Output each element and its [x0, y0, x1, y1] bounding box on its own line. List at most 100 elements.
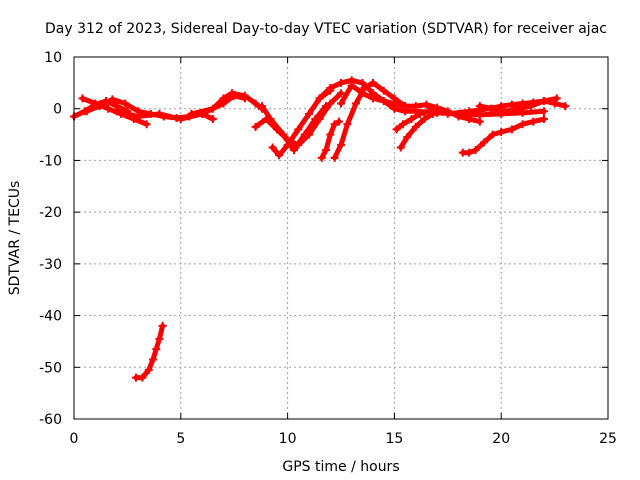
- data-point: [104, 104, 113, 113]
- data-point: [326, 130, 335, 139]
- series-arc-14: [392, 104, 442, 134]
- data-point: [401, 102, 410, 111]
- data-point: [240, 91, 249, 100]
- series-arc-10: [317, 117, 343, 162]
- series-line: [460, 116, 547, 156]
- data-point: [416, 109, 425, 118]
- data-point: [95, 102, 104, 111]
- data-point: [138, 373, 147, 382]
- data-point: [322, 146, 331, 155]
- data-point: [322, 102, 331, 111]
- data-point: [475, 117, 484, 126]
- data-point: [149, 355, 158, 364]
- y-tick-label: -50: [39, 360, 62, 376]
- data-point: [152, 345, 161, 354]
- data-point: [228, 89, 237, 98]
- data-point: [392, 125, 401, 134]
- x-tick-label: 10: [279, 431, 297, 447]
- data-point: [369, 78, 378, 87]
- data-point: [158, 321, 167, 330]
- data-point: [337, 89, 345, 98]
- data-point: [144, 365, 153, 374]
- y-tick-label: -30: [39, 257, 62, 273]
- data-point: [396, 143, 405, 152]
- data-point: [330, 120, 339, 129]
- data-point: [507, 100, 516, 109]
- data-point: [411, 122, 420, 131]
- data-point: [283, 140, 292, 149]
- data-point: [488, 130, 497, 139]
- data-point: [390, 99, 399, 108]
- x-axis-label: GPS time / hours: [282, 459, 399, 475]
- data-point: [471, 146, 480, 155]
- data-point: [518, 120, 527, 129]
- data-point: [411, 102, 420, 111]
- data-point: [294, 125, 303, 134]
- x-tick-label: 15: [385, 431, 403, 447]
- data-point: [398, 120, 407, 129]
- data-point: [347, 81, 356, 90]
- x-tick-label: 5: [176, 431, 185, 447]
- data-point: [326, 84, 335, 93]
- data-point: [539, 96, 548, 105]
- data-point: [311, 115, 320, 124]
- data-point: [422, 100, 431, 109]
- data-point: [108, 95, 117, 104]
- data-point: [208, 115, 217, 124]
- data-point: [334, 117, 343, 126]
- data-point: [433, 104, 442, 113]
- data-point: [266, 115, 275, 124]
- data-point: [358, 89, 367, 98]
- series-arc-7: [257, 102, 331, 155]
- data-point: [78, 94, 87, 103]
- data-point: [443, 109, 452, 118]
- data-point: [257, 102, 266, 111]
- data-point: [501, 107, 510, 116]
- series-arc-11: [315, 76, 548, 119]
- data-point: [155, 109, 164, 118]
- data-point: [337, 99, 345, 108]
- data-point: [561, 102, 570, 111]
- data-point: [187, 109, 196, 118]
- data-point: [407, 115, 416, 124]
- y-tick-label: -40: [39, 309, 62, 325]
- data-point: [134, 112, 143, 121]
- y-tick-label: -60: [39, 412, 62, 428]
- series-line: [398, 108, 444, 150]
- data-point: [369, 94, 378, 103]
- data-point: [552, 94, 561, 103]
- y-tick-label: 0: [53, 102, 62, 118]
- data-point: [326, 99, 335, 108]
- data-series: [70, 76, 570, 382]
- data-point: [514, 104, 523, 113]
- x-tick-label: 20: [492, 431, 510, 447]
- data-point: [304, 109, 313, 118]
- data-point: [488, 104, 497, 113]
- data-point: [475, 102, 484, 111]
- data-point: [351, 99, 360, 108]
- x-tick-label: 0: [70, 431, 79, 447]
- data-point: [403, 133, 412, 142]
- data-point: [465, 115, 474, 124]
- y-tick-label: -20: [39, 205, 62, 221]
- data-point: [317, 153, 326, 162]
- data-point: [142, 120, 151, 129]
- plot-frame: [73, 56, 609, 420]
- data-point: [507, 125, 516, 134]
- data-point: [112, 107, 121, 116]
- data-point: [337, 140, 345, 149]
- data-point: [275, 151, 284, 160]
- data-point: [379, 86, 388, 95]
- data-point: [529, 117, 538, 126]
- data-point: [465, 107, 474, 116]
- series-arc-18: [131, 321, 167, 382]
- y-axis-label: SDTVAR / TECUs: [7, 181, 23, 296]
- y-tick-label: -10: [39, 153, 62, 169]
- data-point: [121, 99, 130, 108]
- series-arc-17: [475, 94, 561, 116]
- data-point: [358, 78, 367, 87]
- data-point: [176, 115, 185, 124]
- data-point: [315, 94, 324, 103]
- data-point: [251, 99, 260, 108]
